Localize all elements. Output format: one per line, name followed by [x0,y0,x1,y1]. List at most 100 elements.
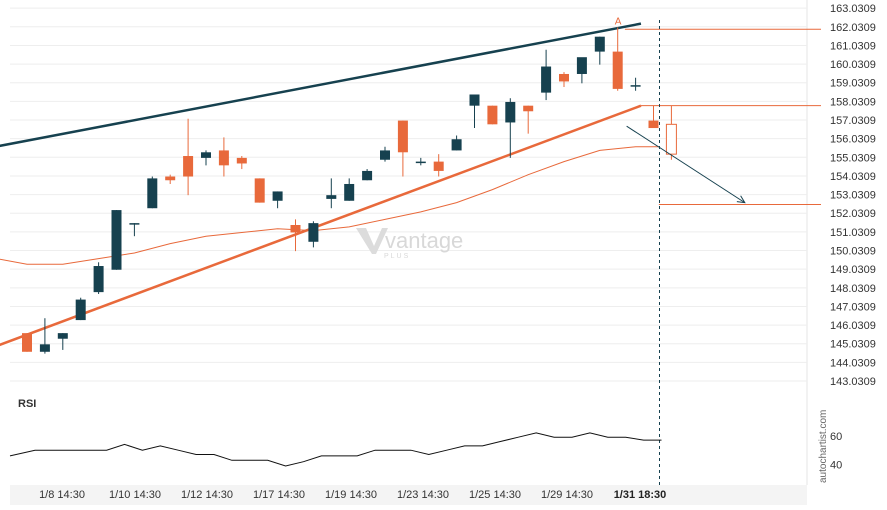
candle [362,169,373,181]
rsi-axis: 60 40 [830,431,842,472]
candle-body [612,51,623,89]
candle-body [433,161,444,171]
forecast-arrow [626,125,746,204]
price-tick-label: 155.0309 [830,152,876,164]
candle [22,333,32,352]
candle [326,178,337,209]
time-tick-label: 1/10 14:30 [109,489,161,501]
time-tick-label: 1/8 14:30 [39,489,85,501]
candle [236,156,247,170]
candle-body [254,178,265,203]
price-tick-label: 149.0309 [830,264,876,276]
price-tick-label: 156.0309 [830,134,876,146]
watermark: vantage PLUS [356,228,463,260]
price-tick-label: 163.0309 [830,3,876,15]
candle [308,221,319,248]
candle-body [218,150,229,166]
time-tick-label: 1/25 14:30 [469,489,521,501]
candle-body [147,178,158,209]
candle-body [129,223,140,225]
candle-body [344,183,355,201]
candle-body [290,225,301,233]
time-tick-label: 1/31 18:30 [614,489,667,501]
time-tick-label: 1/12 14:30 [181,489,233,501]
candle [344,178,355,201]
rsi-label: RSI [18,398,36,410]
candle [57,333,68,350]
candle [165,174,176,184]
price-tick-label: 150.0309 [830,246,876,258]
candle [541,49,552,101]
price-tick-label: 160.0309 [830,59,876,71]
candle [648,105,659,129]
candle [630,77,641,91]
watermark-word: vantage [385,228,463,253]
price-axis: 163.0309 162.0309 161.0309 160.0309 159.0309… [830,3,876,388]
price-tick-label: 148.0309 [830,283,876,295]
price-tick-label: 143.0309 [830,376,876,388]
projection [665,105,677,160]
candle-body [201,152,211,158]
candle-body [559,73,569,82]
candle-body [57,333,68,339]
candle [612,27,623,91]
price-tick-label: 147.0309 [830,301,876,313]
candle-body [183,156,194,177]
forecast-arrow-line [626,125,746,204]
price-tick-label: 154.0309 [830,171,876,183]
candle-body [308,223,319,242]
candle-body [648,120,659,129]
candle-body [75,299,86,321]
candle-body [22,333,32,352]
rsi-tick-label: 60 [830,431,842,443]
candle-body [630,85,641,87]
candle [218,137,229,177]
candle-body [451,139,462,151]
candle [147,176,158,209]
candle [469,94,480,129]
candle-body [39,344,50,352]
watermark-sub: PLUS [384,253,410,260]
pattern-marker-a: A [615,16,622,27]
candle-body [93,266,104,293]
candle [39,318,50,354]
moving-average [0,146,659,265]
candle [380,146,390,162]
time-tick-label: 1/17 14:30 [253,489,305,501]
candle-body [397,120,408,153]
time-axis-background [10,485,807,505]
candle [290,219,301,252]
price-tick-label: 153.0309 [830,190,876,202]
price-tick-label: 151.0309 [830,227,876,239]
candle-body [487,105,498,125]
candle-body [594,36,605,52]
price-tick-label: 146.0309 [830,320,876,332]
rsi-tick-label: 40 [830,460,842,472]
grid [10,7,807,382]
candle-body [326,195,337,199]
time-axis: 1/8 14:30 1/10 14:30 1/12 14:30 1/17 14:30 1… [39,489,666,501]
candles [22,27,659,354]
candle [559,72,569,88]
candle-body [165,176,176,181]
candle-body [505,101,516,123]
candle [505,98,516,158]
candle [111,210,122,270]
candle [201,150,211,166]
price-tick-label: 144.0309 [830,357,876,369]
candle [254,178,265,203]
watermark-logo-icon [356,228,388,254]
candle [75,297,86,321]
candle [129,223,140,237]
time-tick-label: 1/29 14:30 [541,489,593,501]
pattern-levels [624,28,821,205]
time-tick-label: 1/23 14:30 [397,489,449,501]
pattern-line-upper [0,22,642,148]
price-tick-label: 145.0309 [830,339,876,351]
projection-candle [665,105,677,160]
candle [433,154,444,177]
price-tick-label: 162.0309 [830,22,876,34]
price-tick-label: 152.0309 [830,208,876,220]
price-tick-label: 158.0309 [830,96,876,108]
